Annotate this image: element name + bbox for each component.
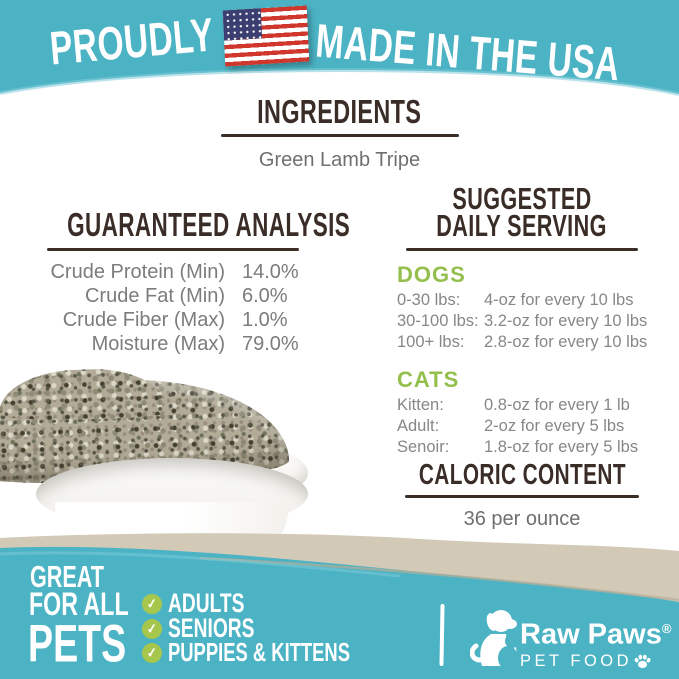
table-row: Adult: 2-oz for every 5 lbs bbox=[397, 417, 625, 435]
cats-serving-table: Kitten: 0.8-oz for every 1 lb Adult: 2-o… bbox=[380, 395, 664, 458]
registered-mark: ® bbox=[661, 621, 672, 636]
checklist-item-puppies-kittens: PUPPIES & KITTENS bbox=[140, 637, 395, 667]
daily-serving-underline bbox=[406, 248, 638, 251]
headline-for-all: FOR ALL bbox=[29, 587, 129, 623]
table-row: 0-30 lbs: 4-oz for every 10 lbs bbox=[397, 291, 634, 309]
top-banner-wave bbox=[0, 0, 679, 96]
us-flag-icon bbox=[222, 5, 310, 67]
ingredients-underline bbox=[220, 134, 459, 137]
flag-canton bbox=[222, 8, 263, 41]
paw-icon bbox=[634, 654, 651, 668]
brand-logo: Raw Paws® PET FOOD bbox=[520, 614, 671, 671]
table-row: Moisture (Max) 79.0% bbox=[91, 333, 299, 355]
cats-heading: CATS bbox=[397, 367, 460, 392]
headline-great: GREAT bbox=[30, 560, 104, 594]
table-row: Crude Fiber (Max) 1.0% bbox=[62, 309, 288, 331]
headline-pets: PETS bbox=[28, 613, 127, 673]
daily-serving-title-line1: SUGGESTED bbox=[452, 182, 592, 216]
table-row: Crude Protein (Min) 14.0% bbox=[50, 261, 299, 283]
ingredients-section: INGREDIENTS Green Lamb Tripe bbox=[0, 93, 679, 172]
daily-serving-section: SUGGESTED DAILY SERVING DOGS 0-30 lbs: 4… bbox=[380, 182, 664, 458]
table-row: Crude Fat (Min) 6.0% bbox=[84, 285, 288, 307]
check-icon bbox=[140, 617, 164, 641]
table-row: Kitten: 0.8-oz for every 1 lb bbox=[397, 396, 630, 414]
brand-subtitle: PET FOOD bbox=[520, 651, 633, 670]
ingredients-title: INGREDIENTS bbox=[257, 93, 422, 131]
table-row: 100+ lbs: 2.8-oz for every 10 lbs bbox=[397, 333, 648, 351]
dogs-heading: DOGS bbox=[397, 262, 466, 287]
check-icon bbox=[140, 592, 164, 616]
dogs-serving-table: 0-30 lbs: 4-oz for every 10 lbs 30-100 l… bbox=[380, 290, 664, 353]
brand-name: Raw Paws® bbox=[520, 618, 672, 651]
table-row: Senoir: 1.8-oz for every 5 lbs bbox=[397, 438, 639, 456]
caloric-content-title: CALORIC CONTENT bbox=[418, 457, 626, 491]
guaranteed-analysis-table: Crude Protein (Min) 14.0% Crude Fat (Min… bbox=[20, 260, 326, 356]
table-row: 30-100 lbs: 3.2-oz for every 10 lbs bbox=[397, 312, 648, 330]
caloric-content-value: 36 per ounce bbox=[463, 508, 581, 530]
checklist-item-seniors: SENIORS bbox=[140, 613, 276, 644]
caloric-content-section: CALORIC CONTENT 36 per ounce bbox=[380, 457, 664, 531]
checklist-item-adults: ADULTS bbox=[140, 588, 264, 619]
guaranteed-analysis-title: GUARANTEED ANALYSIS bbox=[67, 206, 351, 244]
guaranteed-analysis-section: GUARANTEED ANALYSIS Crude Protein (Min) … bbox=[20, 207, 350, 356]
check-icon bbox=[140, 641, 164, 664]
dog-cat-logo-icon bbox=[470, 610, 522, 668]
ingredients-value: Green Lamb Tripe bbox=[258, 149, 421, 171]
guaranteed-analysis-underline bbox=[47, 248, 299, 251]
caloric-content-underline bbox=[405, 495, 639, 498]
daily-serving-title-line2: DAILY SERVING bbox=[436, 209, 608, 243]
